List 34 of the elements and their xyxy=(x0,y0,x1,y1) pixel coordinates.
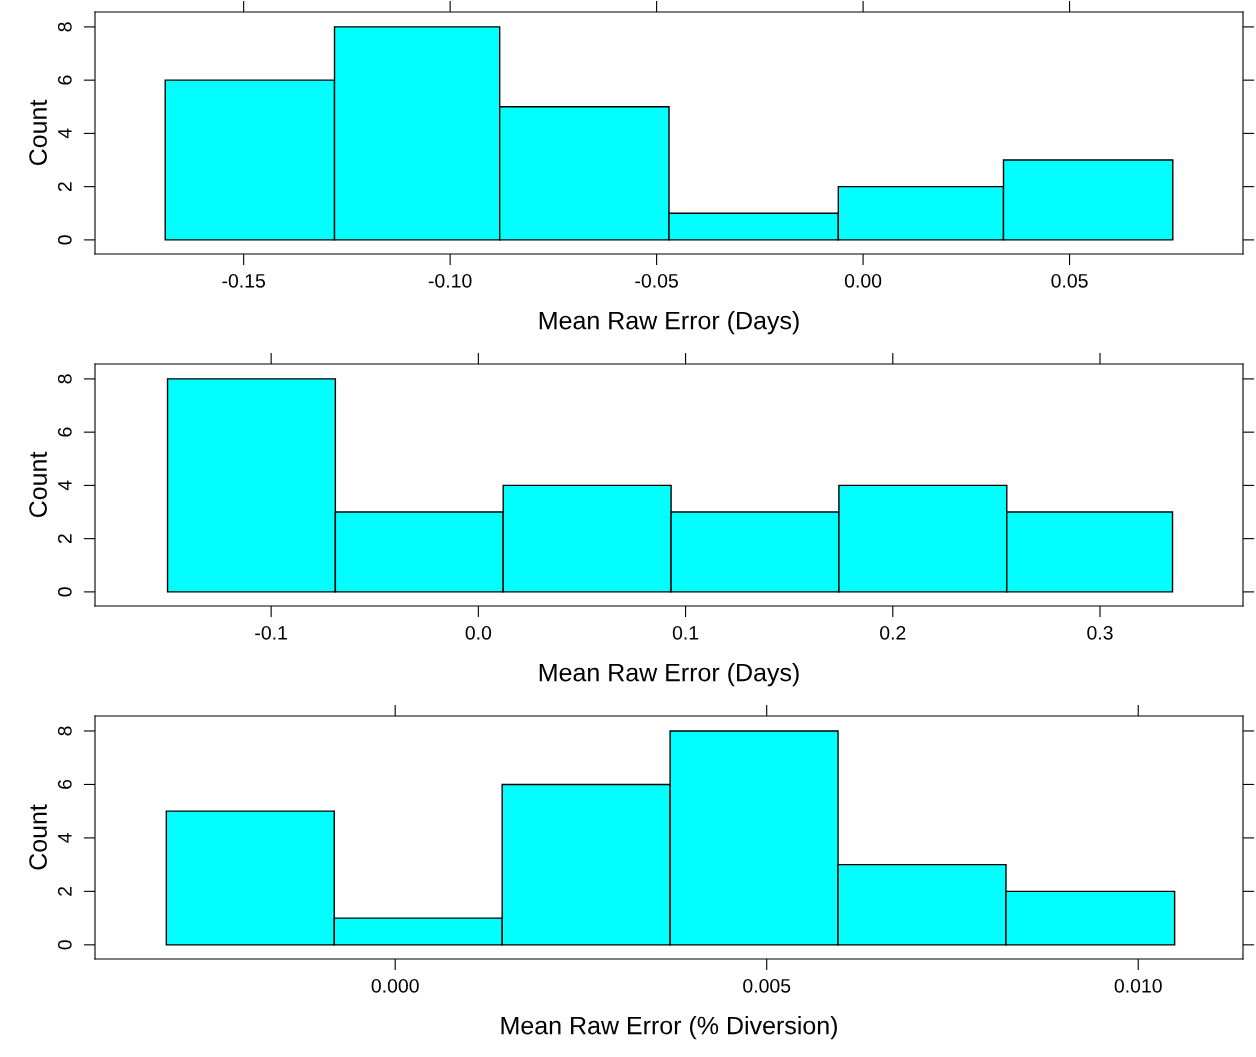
y-tick-label: 8 xyxy=(57,374,72,384)
y-axis-title: Count xyxy=(29,804,47,870)
x-tick-label: 0.1 xyxy=(672,625,699,640)
y-tick-label: 8 xyxy=(57,726,72,736)
x-tick-label: 0.00 xyxy=(844,273,882,288)
x-tick-label: -0.05 xyxy=(635,273,678,288)
x-tick-label: 0.05 xyxy=(1051,273,1088,288)
x-tick-label: 0.2 xyxy=(880,625,906,640)
y-tick-label: 0 xyxy=(57,940,72,950)
x-tick-label: -0.1 xyxy=(255,625,287,640)
x-tick-label: 0.010 xyxy=(1114,978,1162,993)
x-tick-label: 0.000 xyxy=(371,978,419,993)
x-tick-label: -0.10 xyxy=(428,273,472,288)
y-tick-label: 2 xyxy=(57,534,72,544)
x-tick-label: 0.0 xyxy=(465,625,492,640)
x-tick-label: 0.005 xyxy=(743,978,791,993)
y-tick-label: 2 xyxy=(57,182,72,192)
x-axis-title: Mean Raw Error (% Diversion) xyxy=(501,1016,837,1040)
y-tick-label: 6 xyxy=(57,75,72,85)
x-axis-title: Mean Raw Error (Days) xyxy=(539,311,799,335)
y-tick-label: 0 xyxy=(57,587,72,597)
y-tick-label: 0 xyxy=(57,235,72,245)
y-tick-label: 4 xyxy=(58,480,72,491)
y-axis-title: Count xyxy=(29,451,47,518)
y-axis-title: Count xyxy=(29,99,47,166)
y-tick-label: 6 xyxy=(57,779,72,789)
y-tick-label: 2 xyxy=(57,886,72,896)
y-tick-label: 8 xyxy=(57,22,72,32)
x-tick-label: -0.15 xyxy=(222,273,266,288)
y-tick-label: 6 xyxy=(57,427,72,437)
y-tick-label: 4 xyxy=(58,833,72,843)
x-axis-title: Mean Raw Error (Days) xyxy=(539,663,799,687)
x-tick-label: 0.3 xyxy=(1087,625,1113,640)
y-tick-label: 4 xyxy=(58,128,72,139)
